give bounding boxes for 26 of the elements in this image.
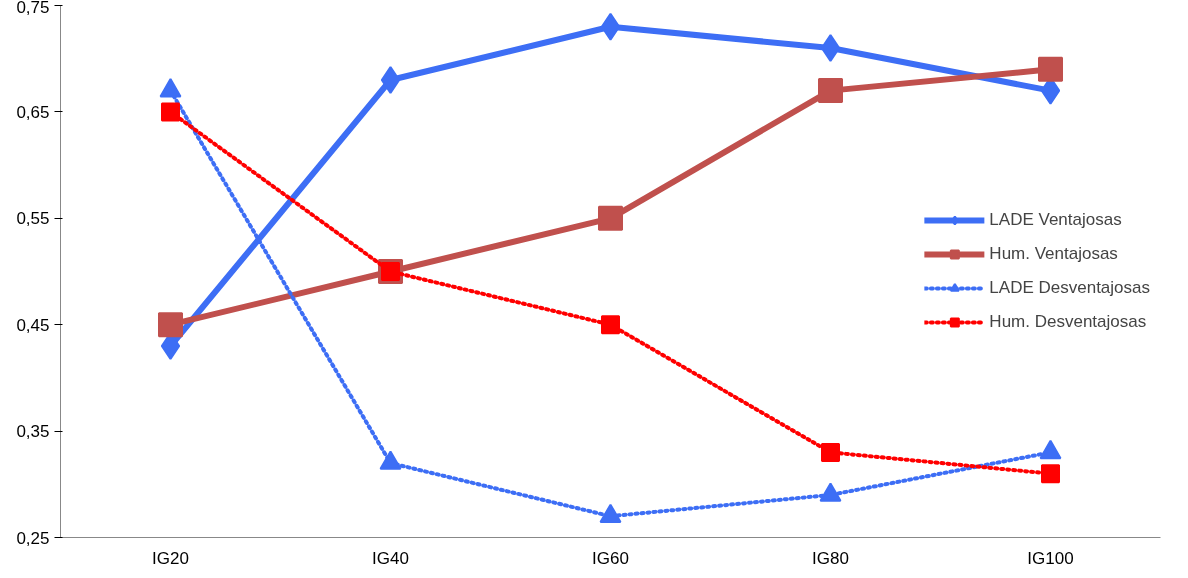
point: [158, 312, 183, 338]
legend-label: Hum. Desventajosas: [989, 312, 1147, 332]
y-tick-label: 0,35: [16, 422, 50, 442]
point: [598, 205, 623, 231]
point: [161, 102, 180, 122]
point: [820, 34, 841, 63]
y-tick-label: 0,25: [16, 528, 50, 548]
point: [821, 442, 840, 462]
point: [1038, 56, 1063, 82]
x-tick-label: IG20: [152, 548, 189, 568]
y-tick-label: 0,45: [16, 315, 50, 335]
point: [1041, 464, 1060, 484]
y-tick-label: 0,65: [16, 102, 50, 122]
legend-label: Hum. Ventajosas: [989, 244, 1118, 264]
point: [380, 65, 401, 94]
y-tick-label: 0,75: [16, 0, 50, 17]
legend-label: LADE Desventajosas: [989, 278, 1150, 298]
legend-label: LADE Ventajosas: [989, 210, 1122, 230]
x-tick-label: IG100: [1027, 548, 1074, 568]
point: [818, 78, 843, 104]
x-tick-label: IG80: [812, 548, 849, 568]
y-tick-label: 0,55: [16, 209, 50, 229]
point: [601, 315, 620, 335]
point: [600, 12, 621, 41]
x-tick-label: IG40: [372, 548, 409, 568]
x-tick-label: IG60: [592, 548, 629, 568]
